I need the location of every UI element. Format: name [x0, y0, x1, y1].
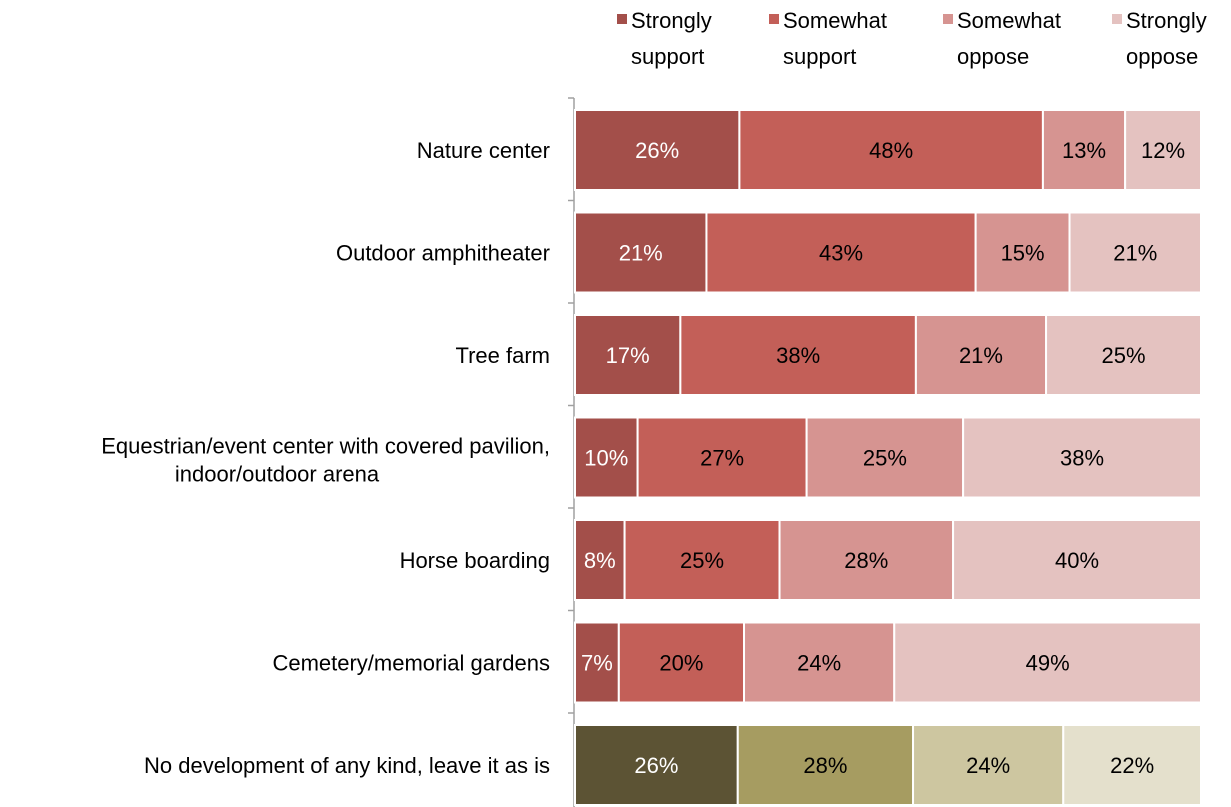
- data-label: 43%: [819, 241, 863, 266]
- bar-somewhat-support-nature-center: [738, 109, 1044, 191]
- category-label-equestrian-event-center-with-covered-pavilion-indoor-outdoor-arena: Equestrian/event center with covered pav…: [101, 434, 550, 459]
- bar-strongly-oppose-nature-center: [1124, 109, 1202, 191]
- data-label: 21%: [619, 241, 663, 266]
- data-label: 25%: [863, 446, 907, 471]
- data-label: 21%: [1113, 241, 1157, 266]
- data-label: 25%: [1102, 343, 1146, 368]
- data-label: 22%: [1110, 753, 1154, 778]
- category-label-nature-center: Nature center: [417, 138, 550, 163]
- bars: 26% 48% 13% 12% 21% 43% 15% 21% 17% 38% 21% 25% 10% 2…: [574, 109, 1203, 806]
- bar-strongly-oppose-horse-boarding: [952, 519, 1203, 601]
- data-label: 49%: [1026, 651, 1070, 676]
- legend-swatch-strongly-support: [617, 14, 627, 24]
- bar-strongly-support-tree-farm: [574, 314, 682, 396]
- bar-strongly-support-horse-boarding: [574, 519, 626, 601]
- bar-somewhat-oppose-horse-boarding: [778, 519, 955, 601]
- bar-somewhat-oppose-equestrian-event-center-with-covered-pavilion-indoor-outdoor-arena: [805, 416, 965, 499]
- category-label-cemetery-memorial-gardens: Cemetery/memorial gardens: [272, 651, 550, 676]
- legend-label-line2: support: [631, 44, 704, 69]
- data-label: 24%: [966, 753, 1010, 778]
- bar-somewhat-support-equestrian-event-center-with-covered-pavilion-indoor-outdoor-arena: [636, 416, 808, 499]
- bar-strongly-oppose-tree-farm: [1045, 314, 1203, 396]
- data-label: 40%: [1055, 548, 1099, 573]
- category-labels: Nature center Outdoor amphitheater Tree fa…: [101, 138, 550, 778]
- bar-somewhat-oppose-no-development-of-any-kind-leave-it-as-is: [912, 724, 1065, 806]
- category-label-horse-boarding: Horse boarding: [400, 548, 550, 573]
- bar-strongly-oppose-cemetery-memorial-gardens: [893, 621, 1202, 704]
- category-label-no-development-of-any-kind-leave-it-as-is: No development of any kind, leave it as …: [144, 753, 550, 778]
- category-label-tree-farm: Tree farm: [455, 343, 550, 368]
- bar-somewhat-support-cemetery-memorial-gardens: [617, 621, 746, 704]
- legend-label-line2: oppose: [1126, 44, 1198, 69]
- legend-swatch-strongly-oppose: [1112, 14, 1122, 24]
- data-label: 17%: [606, 343, 650, 368]
- legend-swatch-somewhat-support: [769, 14, 779, 24]
- category-label-outdoor-amphitheater: Outdoor amphitheater: [336, 241, 550, 266]
- bar-strongly-oppose-no-development-of-any-kind-leave-it-as-is: [1062, 724, 1203, 806]
- bar-somewhat-oppose-tree-farm: [914, 314, 1048, 396]
- data-label: 38%: [776, 343, 820, 368]
- category-label-continuation: indoor/outdoor arena: [175, 462, 380, 487]
- bar-somewhat-support-outdoor-amphitheater: [705, 211, 977, 294]
- legend-label-somewhat-support: Somewhat: [783, 8, 887, 33]
- bar-strongly-oppose-outdoor-amphitheater: [1068, 211, 1203, 294]
- data-label: 8%: [584, 548, 616, 573]
- legend: Strongly support Somewhat support Somewhat op…: [617, 8, 1207, 69]
- bar-somewhat-support-no-development-of-any-kind-leave-it-as-is: [736, 724, 915, 806]
- legend-label-line2: oppose: [957, 44, 1029, 69]
- legend-label-line2: support: [783, 44, 856, 69]
- data-label: 26%: [634, 753, 678, 778]
- bar-strongly-support-no-development-of-any-kind-leave-it-as-is: [574, 724, 739, 806]
- bar-somewhat-support-horse-boarding: [623, 519, 781, 601]
- data-label: 28%: [844, 548, 888, 573]
- legend-swatch-somewhat-oppose: [943, 14, 953, 24]
- data-label: 12%: [1141, 138, 1185, 163]
- data-label: 25%: [680, 548, 724, 573]
- bar-strongly-oppose-equestrian-event-center-with-covered-pavilion-indoor-outdoor-arena: [962, 416, 1202, 499]
- data-label: 26%: [635, 138, 679, 163]
- data-label: 24%: [797, 651, 841, 676]
- data-label: 10%: [584, 446, 628, 471]
- bar-somewhat-oppose-cemetery-memorial-gardens: [743, 621, 896, 704]
- legend-label-somewhat-oppose: Somewhat: [957, 8, 1061, 33]
- data-label: 15%: [1001, 241, 1045, 266]
- data-label: 48%: [869, 138, 913, 163]
- legend-label-strongly-support: Strongly: [631, 8, 712, 33]
- bar-somewhat-oppose-outdoor-amphitheater: [974, 211, 1071, 294]
- data-label: 13%: [1062, 138, 1106, 163]
- data-label: 28%: [803, 753, 847, 778]
- data-label: 20%: [659, 651, 703, 676]
- data-label: 7%: [581, 651, 613, 676]
- data-label: 27%: [700, 446, 744, 471]
- data-label: 21%: [959, 343, 1003, 368]
- bar-strongly-support-equestrian-event-center-with-covered-pavilion-indoor-outdoor-arena: [574, 416, 639, 499]
- data-label: 38%: [1060, 446, 1104, 471]
- bar-strongly-support-nature-center: [574, 109, 741, 191]
- category-axis: [568, 97, 575, 807]
- legend-label-strongly-oppose: Strongly: [1126, 8, 1207, 33]
